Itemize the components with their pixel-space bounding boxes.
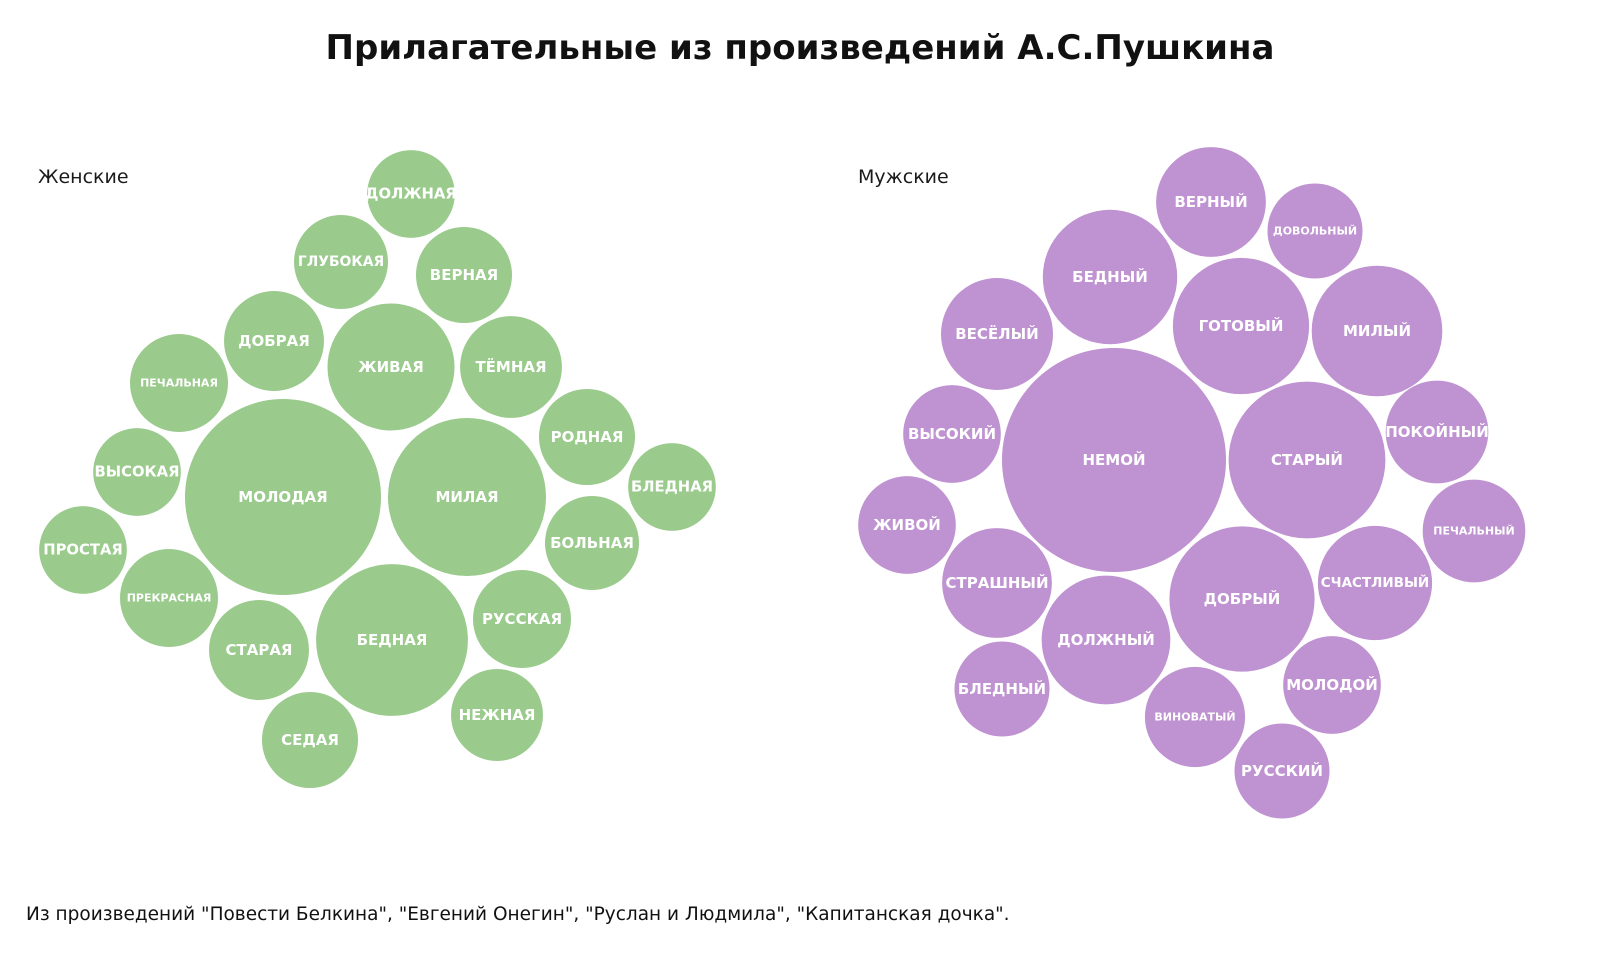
women-bubble [294,215,388,309]
women-bubble [224,291,324,391]
women-bubble-label: СТАРАЯ [225,641,292,659]
men-bubble [1283,636,1381,734]
women-bubble-label: ПЕЧАЛЬНАЯ [140,377,218,390]
men-bubble [1317,525,1433,641]
men-bubble-label: ВЕСЁЛЫЙ [955,324,1039,343]
women-bubble [316,564,468,716]
women-bubble-label: ПРОСТАЯ [43,542,123,559]
men-bubble [1156,147,1266,257]
men-bubble-label: ВЫСОКИЙ [908,424,996,443]
men-bubble [903,385,1001,483]
women-bubble-label: РОДНАЯ [551,428,624,446]
men-bubble [1002,348,1226,572]
men-bubble-label: РУССКИЙ [1241,761,1323,780]
men-bubble-label: ДОЛЖНЫЙ [1057,630,1155,649]
men-bubble [858,476,956,574]
women-bubble-label: ВЕРНАЯ [430,266,498,284]
men-group-label: Мужские [858,166,949,188]
women-bubble [261,691,359,789]
women-bubble-label: ДОБРАЯ [238,332,310,350]
men-bubble [941,278,1053,390]
men-bubble-label: ПЕЧАЛЬНЫЙ [1433,525,1514,538]
women-bubble-label: МОЛОДАЯ [238,488,327,506]
men-bubble-label: ГОТОВЫЙ [1199,316,1284,335]
women-bubble-label: БЛЕДНАЯ [631,479,713,496]
women-bubble-label: ПРЕКРАСНАЯ [127,592,212,605]
women-bubble [473,570,571,668]
men-bubble [1422,479,1526,583]
men-bubble [1144,666,1246,768]
men-bubble [1267,183,1363,279]
men-bubble-label: ДОБРЫЙ [1204,589,1281,608]
women-bubble [545,496,639,590]
women-bubble [538,388,636,486]
men-bubble-label: ПОКОЙНЫЙ [1385,422,1489,441]
men-bubble-label: НЕМОЙ [1082,450,1145,469]
men-bubble-label: МОЛОДОЙ [1286,675,1378,694]
women-bubble-label: НЕЖНАЯ [459,706,536,724]
men-bubble-label: ДОВОЛЬНЫЙ [1273,225,1357,238]
women-bubble [327,303,455,431]
women-bubble [415,226,513,324]
women-bubble [367,150,455,238]
women-bubble-label: ВЫСОКАЯ [95,464,180,481]
men-bubble-label: СТАРЫЙ [1271,450,1343,469]
men-bubble [1311,265,1443,397]
men-bubble-label: ЖИВОЙ [873,515,941,534]
men-bubble-group: НЕМОЙ СТАРЫЙ ДОБРЫЙ ГОТОВЫЙ БЕДНЫЙ МИЛЫЙ ДОЛЖН… [858,147,1526,819]
women-bubble [39,506,127,594]
women-bubble [460,316,562,418]
men-bubble [942,528,1052,638]
men-bubble [1385,380,1489,484]
women-bubble-label: БЕДНАЯ [357,631,428,649]
men-bubble [1169,526,1315,672]
men-bubble-label: БЛЕДНЫЙ [958,679,1046,698]
men-bubble [1234,723,1330,819]
women-bubble [130,334,228,432]
men-bubble [1042,209,1178,345]
footnote: Из произведений "Повести Белкина", "Евге… [26,904,1010,925]
men-bubble-label: СТРАШНЫЙ [945,573,1048,592]
women-bubble-label: СЕДАЯ [281,731,339,749]
men-bubble-label: ВЕРНЫЙ [1174,192,1247,211]
men-bubble [1172,257,1310,395]
men-bubble-label: СЧАСТЛИВЫЙ [1321,574,1429,591]
women-group-label: Женские [38,166,129,188]
men-bubble [954,641,1050,737]
men-bubble [1041,575,1171,705]
women-bubble [93,428,181,516]
chart-title: Прилагательные из произведений А.С.Пушки… [325,28,1275,68]
women-bubble-label: ДОЛЖНАЯ [365,186,456,203]
women-bubble [628,443,716,531]
women-bubble [120,549,218,647]
women-bubble-label: ЖИВАЯ [358,358,424,376]
women-bubble-label: ГЛУБОКАЯ [298,254,384,270]
women-bubble-label: РУССКАЯ [482,610,562,628]
women-bubble [185,399,381,595]
men-bubble-label: ВИНОВАТЫЙ [1154,711,1235,724]
men-bubble [1228,381,1386,539]
women-bubble [387,417,547,577]
women-bubble-label: БОЛЬНАЯ [550,534,634,552]
women-bubble-group: МОЛОДАЯ МИЛАЯ БЕДНАЯ ЖИВАЯ ТЁМНАЯ ДОБРАЯ СТАРА… [39,150,716,789]
women-bubble [451,669,543,761]
women-bubble-label: ТЁМНАЯ [475,357,546,376]
women-bubble [209,600,309,700]
men-bubble-label: БЕДНЫЙ [1072,267,1148,286]
women-bubble-label: МИЛАЯ [435,488,498,506]
men-bubble-label: МИЛЫЙ [1343,321,1411,340]
